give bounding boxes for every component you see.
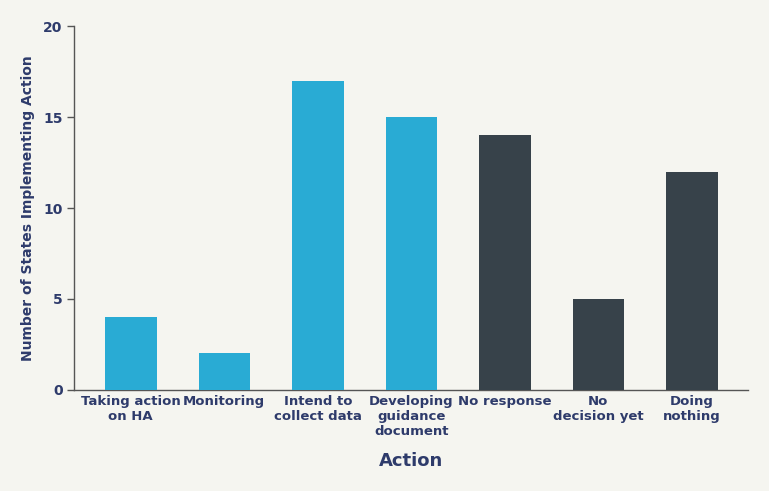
Bar xyxy=(666,172,717,390)
Bar xyxy=(479,136,531,390)
X-axis label: Action: Action xyxy=(379,452,444,470)
Bar xyxy=(292,81,344,390)
Bar xyxy=(105,317,157,390)
Bar xyxy=(573,299,624,390)
Bar xyxy=(198,354,250,390)
Y-axis label: Number of States Implementing Action: Number of States Implementing Action xyxy=(21,55,35,361)
Bar xyxy=(385,117,437,390)
